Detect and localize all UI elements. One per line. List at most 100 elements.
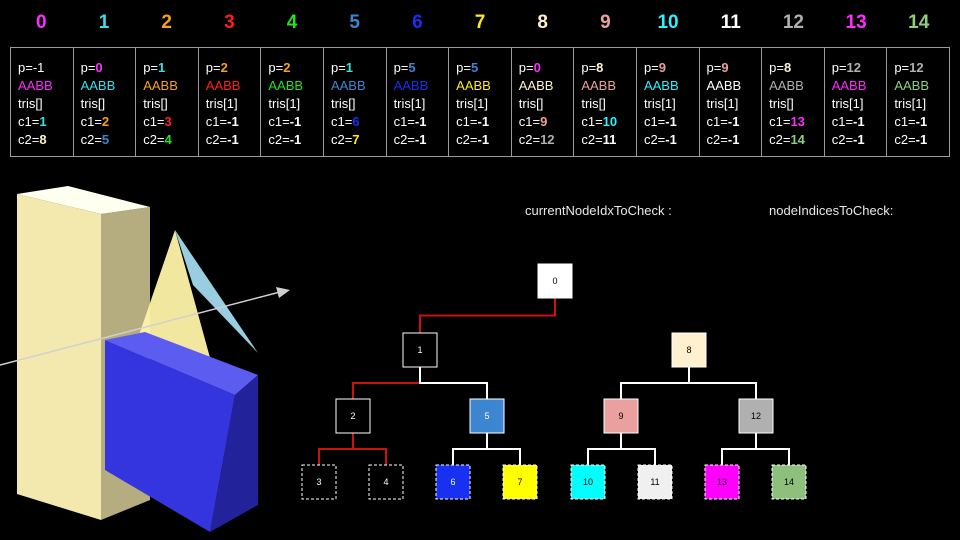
tree-node-label: 11 xyxy=(650,477,659,487)
tree-node-label: 0 xyxy=(552,276,557,286)
child2-value: -1 xyxy=(289,132,302,147)
header-index-2: 2 xyxy=(161,12,172,33)
parent-value: 2 xyxy=(220,60,228,75)
tris-label: tris[1] xyxy=(205,96,238,111)
child2-label: c2= xyxy=(80,132,102,147)
aabb-label: AABB xyxy=(205,78,241,93)
node-cell-6: p=5 AABB tris[1] c1=-1 c2=-1 xyxy=(387,48,450,156)
header-index-0: 0 xyxy=(36,12,47,33)
node-cell-12: p=8 AABB tris[] c1=13 c2=14 xyxy=(762,48,825,156)
child1-value: -1 xyxy=(853,114,865,129)
parent-label: p= xyxy=(393,60,409,75)
aabb-label: AABB xyxy=(643,78,679,93)
child1-label: c1= xyxy=(518,114,541,129)
node-indices-to-check-label: nodeIndicesToCheck: xyxy=(769,203,894,218)
aabb-label: AABB xyxy=(706,78,742,93)
parent-label: p= xyxy=(769,60,784,75)
child2-label: c2= xyxy=(643,132,666,147)
aabb-label: AABB xyxy=(518,78,554,93)
tree-node-8: 8 xyxy=(671,332,707,368)
parent-value: 8 xyxy=(596,60,604,75)
child2-value: 11 xyxy=(602,132,617,147)
aabb-label: AABB xyxy=(143,78,178,93)
node-cell-5: p=1 AABB tris[] c1=6 c2=7 xyxy=(324,48,387,156)
tree-edge-0-1 xyxy=(419,281,556,350)
node-index-header: 0 1 2 3 4 5 6 7 8 9 10 11 12 13 14 xyxy=(10,6,950,40)
child2-value: -1 xyxy=(915,132,928,147)
header-index-14: 14 xyxy=(908,12,930,33)
parent-label: p= xyxy=(205,60,221,75)
child2-label: c2= xyxy=(205,132,228,147)
tree-node-11: 11 xyxy=(637,464,673,500)
tree-node-label: 6 xyxy=(450,477,455,487)
tris-label: tris[] xyxy=(18,96,43,111)
tree-node-13: 13 xyxy=(704,464,740,500)
parent-label: p= xyxy=(706,60,722,75)
aabb-label: AABB xyxy=(330,78,366,93)
node-cell-4: p=2 AABB tris[1] c1=-1 c2=-1 xyxy=(261,48,324,156)
child2-value: 5 xyxy=(101,132,110,147)
tree-node-3: 3 xyxy=(301,464,337,500)
child2-value: 7 xyxy=(352,132,360,147)
cyan-triangle xyxy=(175,230,258,353)
tris-label: tris[] xyxy=(330,96,356,111)
child1-value: -1 xyxy=(289,114,302,129)
child1-value: 3 xyxy=(164,114,172,129)
header-index-3: 3 xyxy=(224,12,235,33)
tree-node-2: 2 xyxy=(335,398,371,434)
child2-label: c2= xyxy=(894,132,916,147)
tree-node-9: 9 xyxy=(603,398,639,434)
child1-value: -1 xyxy=(227,114,239,129)
tree-node-6: 6 xyxy=(435,464,471,500)
tree-node-box xyxy=(603,398,639,434)
tree-node-box xyxy=(537,263,573,299)
tree-node-box xyxy=(368,464,404,500)
node-cell-14: p=12 AABB tris[1] c1=-1 c2=-1 xyxy=(887,48,949,156)
parent-value: 0 xyxy=(533,60,541,75)
yellow-triangle xyxy=(138,230,212,365)
node-cell-7: p=5 AABB tris[1] c1=-1 c2=-1 xyxy=(449,48,512,156)
child2-label: c2= xyxy=(268,132,290,147)
child1-value: 2 xyxy=(101,114,110,129)
tris-label: tris[1] xyxy=(643,96,676,111)
child1-label: c1= xyxy=(268,114,290,129)
header-index-6: 6 xyxy=(412,12,423,33)
tree-node-box xyxy=(469,398,505,434)
parent-label: p= xyxy=(581,60,597,75)
node-cell-13: p=12 AABB tris[1] c1=-1 c2=-1 xyxy=(825,48,888,156)
tree-node-label: 7 xyxy=(517,477,522,487)
tree-node-7: 7 xyxy=(502,464,538,500)
parent-value: 1 xyxy=(158,60,166,75)
tree-node-box xyxy=(637,464,673,500)
parent-value: 12 xyxy=(846,60,862,75)
header-index-4: 4 xyxy=(286,12,298,33)
parent-label: p= xyxy=(268,60,284,75)
child2-label: c2= xyxy=(18,132,40,147)
child2-label: c2= xyxy=(330,132,353,147)
tris-label: tris[] xyxy=(80,96,106,111)
tris-label: tris[1] xyxy=(831,96,864,111)
child2-value: -1 xyxy=(227,132,239,147)
child1-label: c1= xyxy=(706,114,728,129)
child1-value: 10 xyxy=(602,114,618,129)
child1-label: c1= xyxy=(330,114,353,129)
tree-node-box xyxy=(738,398,774,434)
tree-node-box xyxy=(402,332,438,368)
child1-label: c1= xyxy=(769,114,791,129)
child2-label: c2= xyxy=(706,132,728,147)
child1-label: c1= xyxy=(80,114,102,129)
child2-value: 14 xyxy=(790,132,805,147)
parent-label: p= xyxy=(831,60,847,75)
blue-box-front xyxy=(105,340,235,532)
parent-value: 2 xyxy=(283,60,291,75)
box-top-face xyxy=(17,186,150,214)
3d-scene xyxy=(0,186,290,532)
current-node-idx-label: currentNodeIdxToCheck : xyxy=(525,203,672,218)
child1-value: 1 xyxy=(39,114,47,129)
tree-node-1: 1 xyxy=(402,332,438,368)
child1-value: 6 xyxy=(352,114,360,129)
parent-value: 0 xyxy=(95,60,103,75)
tree-node-label: 12 xyxy=(751,411,761,421)
tree-node-4: 4 xyxy=(368,464,404,500)
